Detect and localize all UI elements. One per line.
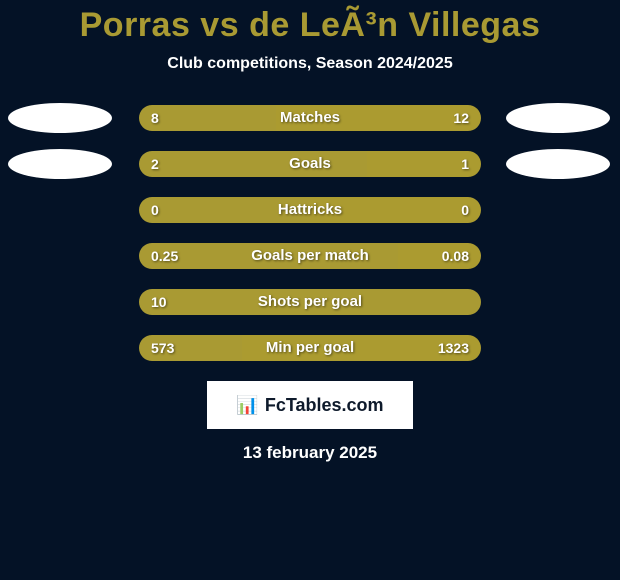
stat-row: 5731323Min per goal <box>0 335 620 361</box>
player-badge-right <box>506 149 610 179</box>
stat-bar: 00Hattricks <box>139 197 481 223</box>
stat-bar: 812Matches <box>139 105 481 131</box>
stat-rows: 812Matches 21Goals 00Hattricks 0.250.08Goal… <box>0 105 620 361</box>
comparison-infographic: Porras vs de LeÃ³n Villegas Club competi… <box>0 0 620 580</box>
stat-bar: 5731323Min per goal <box>139 335 481 361</box>
logo-text: FcTables.com <box>265 395 384 416</box>
stat-row: 10Shots per goal <box>0 289 620 315</box>
stat-bar-left <box>139 151 367 177</box>
stat-bar-right <box>242 335 481 361</box>
stat-row: 812Matches <box>0 105 620 131</box>
stat-bar-left <box>139 289 481 315</box>
stat-row: 0.250.08Goals per match <box>0 243 620 269</box>
stat-row: 21Goals <box>0 151 620 177</box>
logo-box: 📊 FcTables.com <box>207 381 413 429</box>
stat-bar-right <box>310 197 481 223</box>
player-badge-left <box>8 103 112 133</box>
subtitle: Club competitions, Season 2024/2025 <box>0 55 620 73</box>
stat-bar-left <box>139 197 310 223</box>
stat-row: 00Hattricks <box>0 197 620 223</box>
stat-bar-right <box>276 105 481 131</box>
date-text: 13 february 2025 <box>0 443 620 463</box>
page-title: Porras vs de LeÃ³n Villegas <box>0 6 620 45</box>
chart-icon: 📊 <box>236 396 258 414</box>
stat-bar: 10Shots per goal <box>139 289 481 315</box>
stat-bar-right <box>367 151 481 177</box>
stat-bar-left <box>139 335 242 361</box>
stat-bar: 21Goals <box>139 151 481 177</box>
stat-bar-left <box>139 105 276 131</box>
stat-bar-right <box>398 243 481 269</box>
player-badge-left <box>8 149 112 179</box>
stat-bar: 0.250.08Goals per match <box>139 243 481 269</box>
player-badge-right <box>506 103 610 133</box>
stat-bar-left <box>139 243 398 269</box>
